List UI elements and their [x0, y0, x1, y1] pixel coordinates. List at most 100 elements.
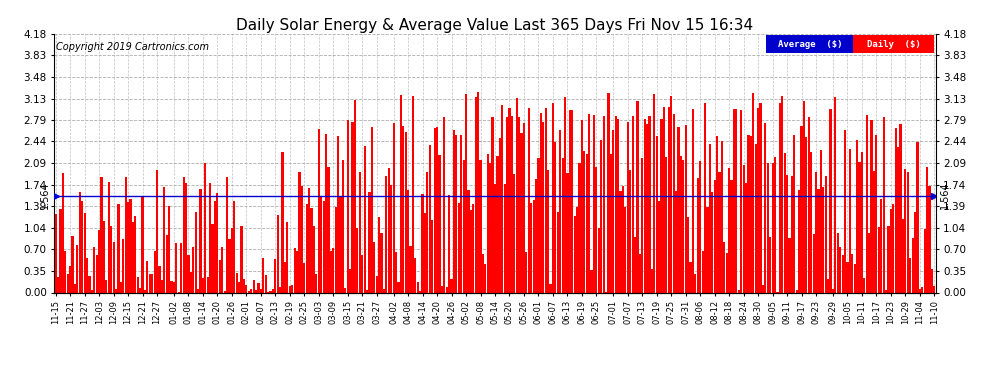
Bar	[252, 280, 254, 292]
Bar	[366, 290, 368, 292]
Bar	[711, 192, 714, 292]
Bar	[59, 209, 61, 292]
Bar	[902, 219, 904, 292]
Bar	[142, 197, 144, 292]
Bar	[410, 246, 412, 292]
Bar	[766, 163, 769, 292]
Bar	[784, 153, 786, 292]
Bar	[608, 93, 610, 292]
Bar	[571, 110, 573, 292]
Bar	[736, 109, 738, 292]
Bar	[595, 166, 598, 292]
Bar	[788, 238, 791, 292]
Bar	[742, 165, 744, 292]
Bar	[518, 117, 520, 292]
Bar	[692, 109, 694, 292]
Bar	[100, 177, 103, 292]
Bar	[274, 260, 276, 292]
Bar	[139, 288, 142, 292]
Bar	[279, 287, 281, 292]
Bar	[185, 183, 187, 292]
Bar	[672, 114, 675, 292]
Bar	[559, 130, 561, 292]
Bar	[566, 173, 568, 292]
Bar	[219, 261, 221, 292]
Bar	[533, 200, 535, 292]
Bar	[303, 262, 305, 292]
Bar	[306, 204, 308, 292]
Bar	[83, 213, 86, 292]
Bar	[259, 289, 262, 292]
Bar	[127, 202, 129, 292]
Bar	[444, 117, 446, 292]
Bar	[848, 149, 851, 292]
Bar	[882, 117, 885, 292]
Bar	[803, 102, 805, 292]
Bar	[590, 270, 593, 292]
Bar	[650, 269, 653, 292]
Bar	[856, 140, 858, 292]
Bar	[863, 278, 865, 292]
Bar	[340, 197, 342, 292]
Bar	[665, 157, 667, 292]
Bar	[757, 108, 759, 292]
Bar	[74, 284, 76, 292]
Bar	[57, 277, 59, 292]
Bar	[875, 135, 877, 292]
Bar	[333, 248, 335, 292]
Bar	[342, 160, 344, 292]
Bar	[125, 177, 127, 292]
Bar	[262, 258, 264, 292]
Bar	[209, 183, 211, 292]
Bar	[830, 109, 832, 292]
Bar	[639, 254, 641, 292]
Bar	[827, 279, 830, 292]
Bar	[801, 126, 803, 292]
Bar	[120, 282, 122, 292]
Bar	[603, 116, 605, 292]
Bar	[69, 266, 71, 292]
Bar	[93, 247, 95, 292]
Bar	[547, 170, 549, 292]
Bar	[130, 199, 132, 292]
Bar	[96, 255, 98, 292]
Bar	[390, 185, 392, 292]
Bar	[593, 115, 595, 292]
Bar	[646, 124, 648, 292]
Bar	[402, 126, 404, 292]
Bar	[269, 291, 271, 292]
Bar	[832, 289, 834, 292]
Bar	[858, 162, 860, 292]
Bar	[345, 288, 346, 292]
Bar	[663, 107, 665, 292]
Bar	[890, 209, 892, 292]
Bar	[744, 183, 747, 292]
Bar	[887, 226, 890, 292]
Bar	[158, 267, 160, 292]
Bar	[214, 201, 216, 292]
Bar	[105, 280, 108, 292]
Bar	[846, 262, 848, 292]
Bar	[615, 116, 617, 292]
Bar	[88, 276, 90, 292]
Bar	[168, 206, 170, 292]
Bar	[135, 216, 137, 292]
Bar	[749, 136, 752, 292]
Bar	[467, 189, 469, 292]
Bar	[632, 116, 634, 292]
Bar	[66, 274, 69, 292]
Bar	[195, 212, 197, 292]
Bar	[521, 133, 523, 292]
Bar	[363, 146, 365, 292]
Bar	[612, 130, 615, 292]
Bar	[861, 152, 863, 292]
Bar	[909, 258, 911, 292]
Bar	[907, 172, 909, 292]
Bar	[335, 207, 337, 292]
Bar	[610, 154, 612, 292]
Bar	[325, 134, 327, 292]
Bar	[328, 167, 330, 292]
Bar	[400, 95, 402, 292]
Bar	[494, 184, 496, 292]
Bar	[554, 142, 556, 292]
